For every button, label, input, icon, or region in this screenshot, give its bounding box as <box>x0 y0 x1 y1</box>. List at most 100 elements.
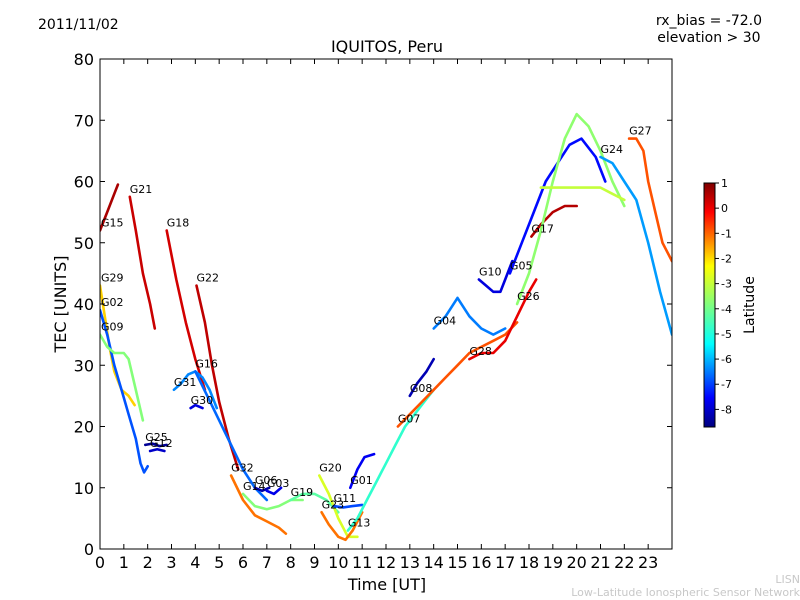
footer-long: Low-Latitude Ionospheric Sensor Network <box>571 586 800 599</box>
y-tick-label: 20 <box>74 418 94 437</box>
colorbar-tick-label: 1 <box>721 177 728 190</box>
x-axis: 0 1 2 3 4 5 6 7 8 9 10 11 12 13 14 15 16 17 18 19 20 21 22 23 <box>95 59 658 572</box>
series-line-g20 <box>317 474 359 539</box>
series-line-g30 <box>189 403 204 410</box>
series-label: G20 <box>319 462 342 475</box>
series-line-g12 <box>148 447 166 453</box>
series-line-g26b <box>539 186 626 202</box>
colorbar-tick-label: -5 <box>721 328 732 341</box>
series-label: G10 <box>479 266 502 279</box>
series-line-g05 <box>508 137 607 275</box>
x-axis-label: Time [UT] <box>347 575 426 594</box>
series-label: G14 <box>243 480 266 493</box>
colorbar-tick-label: -4 <box>721 303 732 316</box>
series-label: G15 <box>101 217 124 230</box>
series-line-g19 <box>289 492 340 514</box>
colorbar-tick-label: 0 <box>721 202 728 215</box>
x-tick-label: 18 <box>519 553 539 572</box>
colorbar-tick-label: -3 <box>721 278 732 291</box>
x-tick-label: 11 <box>352 553 372 572</box>
series-line-g07 <box>396 321 519 428</box>
series-label: G02 <box>101 296 124 309</box>
series-label: G21 <box>130 183 153 196</box>
series-label: G32 <box>231 462 254 475</box>
colorbar-label: Latitude <box>742 276 758 334</box>
series-line-g04 <box>432 296 507 336</box>
series-label: G13 <box>348 517 371 530</box>
series-label: G24 <box>601 143 624 156</box>
series-line-g28 <box>468 278 538 361</box>
x-tick-label: 19 <box>543 553 563 572</box>
series-line-g21 <box>128 195 157 330</box>
colorbar-gradient <box>703 182 716 428</box>
x-tick-label: 22 <box>614 553 634 572</box>
series-label: G06 <box>255 474 278 487</box>
series-label: G01 <box>350 474 373 487</box>
x-tick-label: 0 <box>95 553 105 572</box>
series-label: G03 <box>267 477 290 490</box>
series-line-g03 <box>265 486 283 496</box>
chart-parameters: rx_bias = -72.0 elevation > 30 <box>656 13 762 47</box>
x-tick-label: 5 <box>214 553 224 572</box>
x-tick-label: 1 <box>119 553 129 572</box>
series-line-g15 <box>100 183 120 232</box>
x-tick-label: 3 <box>166 553 176 572</box>
series-label: G05 <box>510 259 533 272</box>
series-line-g27 <box>627 137 672 263</box>
series-line-g10 <box>477 259 514 294</box>
colorbar-ticks: 1 0 -1 -2 -3 -4 -5 -6 -7 -8 <box>715 177 732 416</box>
series-line-g23 <box>320 510 364 542</box>
x-tick-label: 23 <box>638 553 658 572</box>
series-line-g09 <box>100 333 145 422</box>
elevation-label: elevation > 30 <box>657 30 761 46</box>
x-tick-label: 10 <box>328 553 348 572</box>
y-tick-label: 10 <box>74 479 94 498</box>
rx-bias-label: rx_bias = -72.0 <box>655 13 762 29</box>
colorbar-tick-label: -6 <box>721 353 732 366</box>
x-tick-label: 20 <box>566 553 586 572</box>
series-label: G30 <box>191 394 214 407</box>
y-tick-label: 50 <box>74 234 94 253</box>
y-tick-label: 60 <box>74 173 94 192</box>
series-label: G07 <box>398 413 421 426</box>
x-tick-label: 7 <box>262 553 272 572</box>
series-label: G31 <box>174 376 197 389</box>
x-tick-label: 9 <box>309 553 319 572</box>
series-line-g06 <box>253 486 271 493</box>
series-label-layer: G15G21G18G22G29G02G09G25G12G31G30G16G06G… <box>101 125 652 530</box>
x-tick-label: 12 <box>376 553 396 572</box>
series-label: G08 <box>410 382 433 395</box>
x-tick-label: 2 <box>143 553 153 572</box>
y-axis: 0 10 20 30 40 50 60 70 80 <box>74 50 672 559</box>
series-label: G28 <box>469 345 492 358</box>
y-tick-label: 30 <box>74 356 94 375</box>
series-line-g17 <box>530 204 579 238</box>
series-label: G29 <box>101 272 124 285</box>
x-tick-label: 4 <box>190 553 200 572</box>
y-tick-label: 80 <box>74 50 94 69</box>
y-tick-label: 40 <box>74 295 94 314</box>
series-line-g26 <box>515 112 626 306</box>
series-label: G19 <box>291 486 314 499</box>
series-line-g13 <box>346 388 436 532</box>
series-label: G17 <box>531 223 554 236</box>
series-line-g29 <box>100 284 136 407</box>
x-tick-label: 13 <box>400 553 420 572</box>
y-tick-label: 0 <box>84 540 94 559</box>
series-line-g08 <box>408 357 436 398</box>
series-label: G18 <box>167 217 190 230</box>
series-label: G09 <box>101 321 124 334</box>
series-line-g02 <box>100 308 149 474</box>
x-tick-label: 6 <box>238 553 248 572</box>
series-line-g11 <box>332 503 364 509</box>
footer-credit: LISN Low-Latitude Ionospheric Sensor Net… <box>571 573 800 599</box>
series-label: G25 <box>145 431 168 444</box>
x-tick-label: 16 <box>471 553 491 572</box>
series-label: G16 <box>195 357 218 370</box>
colorbar-tick-label: -8 <box>721 403 732 416</box>
colorbar: 1 0 -1 -2 -3 -4 -5 -6 -7 -8 Latitude <box>703 177 758 428</box>
series-label: G23 <box>322 498 345 511</box>
chart-date: 2011/11/02 <box>38 17 119 33</box>
footer-short: LISN <box>775 573 800 586</box>
